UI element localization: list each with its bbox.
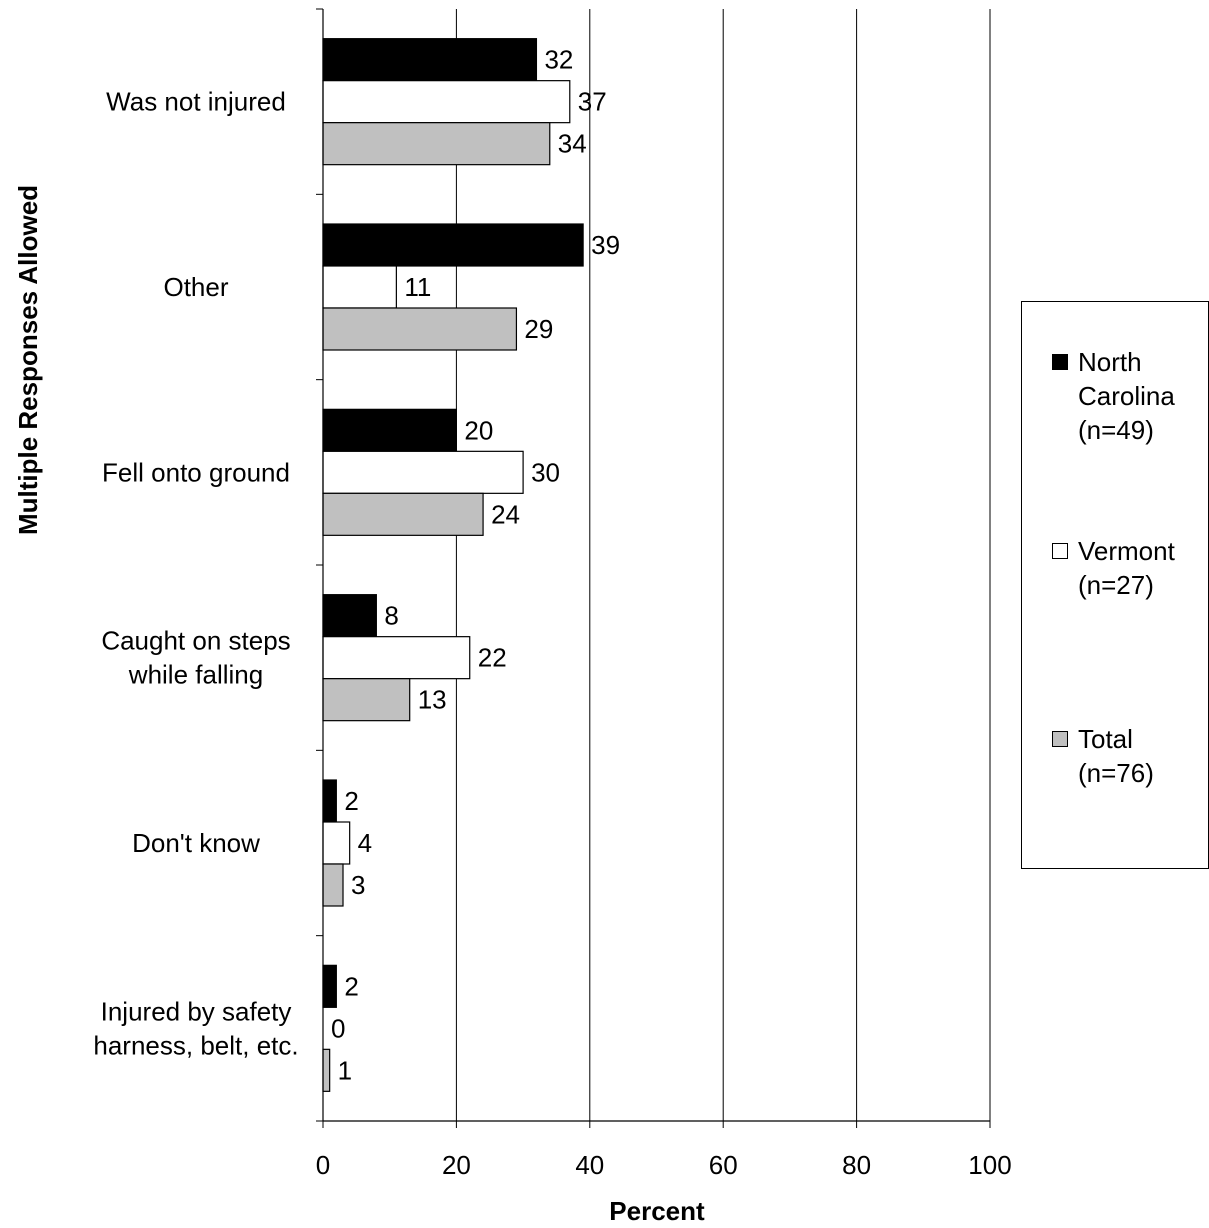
legend-swatch-north-carolina [1052,354,1068,370]
data-label-vermont: 30 [531,457,560,487]
category-label: Was not injured [106,87,286,117]
data-label-total: 34 [558,129,587,159]
data-label-total: 13 [418,685,447,715]
data-label-north: 2 [344,971,358,1001]
bar-vermont [322,636,471,680]
category-label: Don't know [132,828,260,858]
data-label-north: 2 [344,786,358,816]
data-label-north: 8 [384,601,398,631]
data-label-north: 39 [591,230,620,260]
bar-vermont [322,450,524,494]
legend-label-vermont: Vermont (n=27) [1078,536,1175,600]
data-label-total: 29 [524,314,553,344]
bar-vermont [322,821,351,865]
legend-label-total: Total (n=76) [1078,724,1154,788]
legend-swatch-vermont [1052,543,1068,559]
x-tick-label: 0 [316,1150,330,1180]
gridlines [455,9,991,1121]
x-tick-label: 80 [842,1150,871,1180]
data-label-north: 32 [544,45,573,75]
bar-vermont [322,265,397,309]
bar-vermont [322,80,571,124]
data-label-total: 1 [338,1055,352,1085]
data-label-vermont: 22 [478,643,507,673]
bars [322,38,584,1092]
x-tick-label: 60 [709,1150,738,1180]
x-tick-label: 20 [442,1150,471,1180]
legend-item-total: Total (n=76) [1052,722,1202,790]
data-label-total: 24 [491,499,520,529]
y-axis-title: Multiple Responses Allowed [13,185,43,535]
bar-total [322,678,411,722]
bar-north [322,38,538,82]
category-label: Caught on steps while falling [101,626,290,690]
x-tick-label: 100 [968,1150,1011,1180]
bar-total [322,122,551,166]
bar-north [322,223,584,267]
data-label-north: 20 [464,415,493,445]
bar-total [322,307,518,351]
data-label-vermont: 11 [404,272,431,302]
axes [316,8,991,1128]
x-tick-label: 40 [575,1150,604,1180]
bar-north [322,594,377,638]
data-label-total: 3 [351,870,365,900]
x-axis-title: Percent [609,1196,705,1226]
bar-north [322,408,457,452]
bar-north [322,779,337,823]
legend: North Carolina (n=49) Vermont (n=27) Tot… [1021,301,1209,869]
bar-total [322,863,344,907]
legend-item-vermont: Vermont (n=27) [1052,534,1202,602]
data-label-vermont: 4 [358,828,372,858]
bar-total [322,1048,331,1092]
category-label: Other [163,272,228,302]
data-label-vermont: 37 [578,87,607,117]
category-label: Injured by safety harness, belt, etc. [93,996,298,1060]
legend-swatch-total [1052,731,1068,747]
data-label-vermont: 0 [331,1013,345,1043]
legend-label-north-carolina: North Carolina (n=49) [1078,347,1175,445]
category-label: Fell onto ground [102,457,290,487]
legend-item-north-carolina: North Carolina (n=49) [1052,345,1202,447]
bar-total [322,492,484,536]
bar-north [322,964,337,1008]
